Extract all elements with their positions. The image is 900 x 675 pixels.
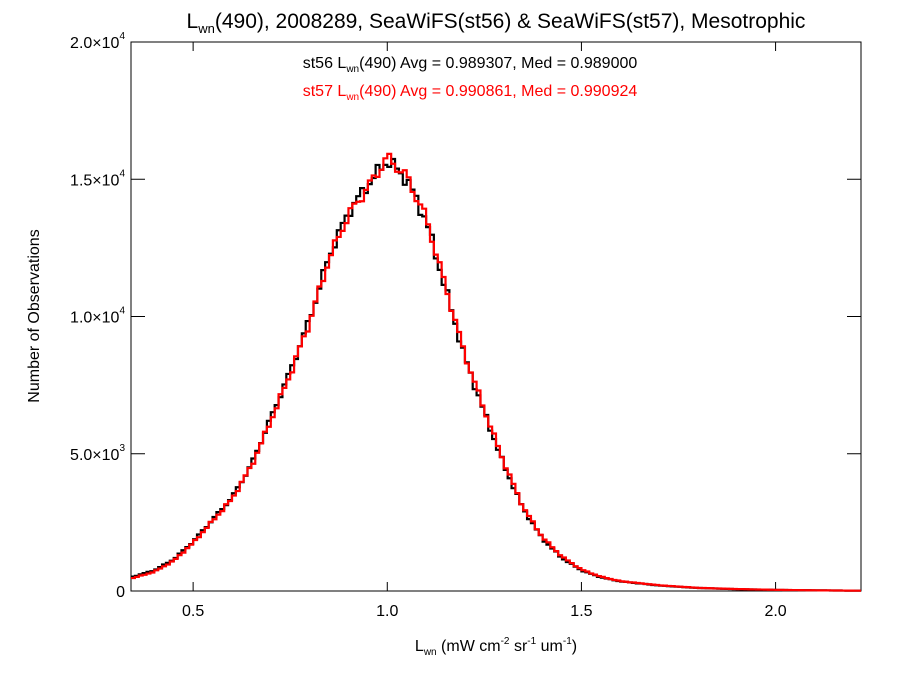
legend-st57-sub: wn xyxy=(345,92,359,103)
series-layer xyxy=(131,152,861,592)
y-tick-label: 0 xyxy=(116,584,125,601)
y-tick-mantissa: 2.0×10 xyxy=(70,35,119,52)
chart-title: Lwn(490), 2008289, SeaWiFS(st56) & SeaWi… xyxy=(187,10,806,36)
legend-st57: st57 Lwn(490) Avg = 0.990861, Med = 0.99… xyxy=(303,83,638,103)
x-tick-label: 2.0 xyxy=(764,603,786,620)
x-axis-label-sup2: -1 xyxy=(527,636,536,647)
legend-st56-text: (490) Avg = 0.989307, Med = 0.989000 xyxy=(359,55,637,72)
series-line-st56 xyxy=(131,157,861,592)
plot-frame xyxy=(130,41,862,592)
x-axis-label-sup3: -1 xyxy=(563,636,572,647)
legend-st57-prefix: st57 L xyxy=(303,83,347,100)
y-tick-label: 5.0×103 xyxy=(70,443,125,464)
y-tick-exponent: 3 xyxy=(119,443,125,454)
x-axis-label-mid2: um xyxy=(536,638,563,655)
x-axis-label: Lwn (mW cm-2 sr-1 um-1) xyxy=(415,636,577,658)
y-tick-label: 1.0×104 xyxy=(70,306,125,327)
legend-st56: st56 Lwn(490) Avg = 0.989307, Med = 0.98… xyxy=(303,55,638,75)
y-axis-label: Number of Observations xyxy=(26,229,43,402)
y-tick-exponent: 4 xyxy=(119,306,125,317)
y-tick-mantissa: 1.5×10 xyxy=(70,172,119,189)
x-axis-label-sup1: -2 xyxy=(501,636,510,647)
y-tick-mantissa: 5.0×10 xyxy=(70,447,119,464)
y-tick-label: 1.5×104 xyxy=(70,168,125,189)
x-axis-label-sub: wn xyxy=(423,647,437,658)
x-axis-label-rest: (mW cm xyxy=(437,638,501,655)
y-tick-exponent: 4 xyxy=(119,168,125,179)
chart-title-main: L xyxy=(187,10,199,33)
x-tick-label: 1.0 xyxy=(376,603,398,620)
chart-title-sub: wn xyxy=(197,21,215,36)
legend-st57-text: (490) Avg = 0.990861, Med = 0.990924 xyxy=(359,83,637,100)
x-axis-label-main: L xyxy=(415,638,424,655)
y-tick-label: 2.0×104 xyxy=(70,31,125,52)
y-tick-exponent: 4 xyxy=(119,31,125,42)
legend-st56-sub: wn xyxy=(345,64,359,75)
x-tick-label: 1.5 xyxy=(570,603,592,620)
x-axis-label-mid1: sr xyxy=(510,638,528,655)
y-tick-value: 0 xyxy=(116,584,125,601)
legend-st56-prefix: st56 L xyxy=(303,55,347,72)
x-axis-label-end: ) xyxy=(572,638,577,655)
x-axis-ticks: 0.5 1.0 1.5 2.0 xyxy=(182,42,787,620)
y-tick-mantissa: 1.0×10 xyxy=(70,310,119,327)
chart-title-rest: (490), 2008289, SeaWiFS(st56) & SeaWiFS(… xyxy=(215,10,806,33)
series-line-st57 xyxy=(131,152,861,592)
x-tick-label: 0.5 xyxy=(182,603,204,620)
